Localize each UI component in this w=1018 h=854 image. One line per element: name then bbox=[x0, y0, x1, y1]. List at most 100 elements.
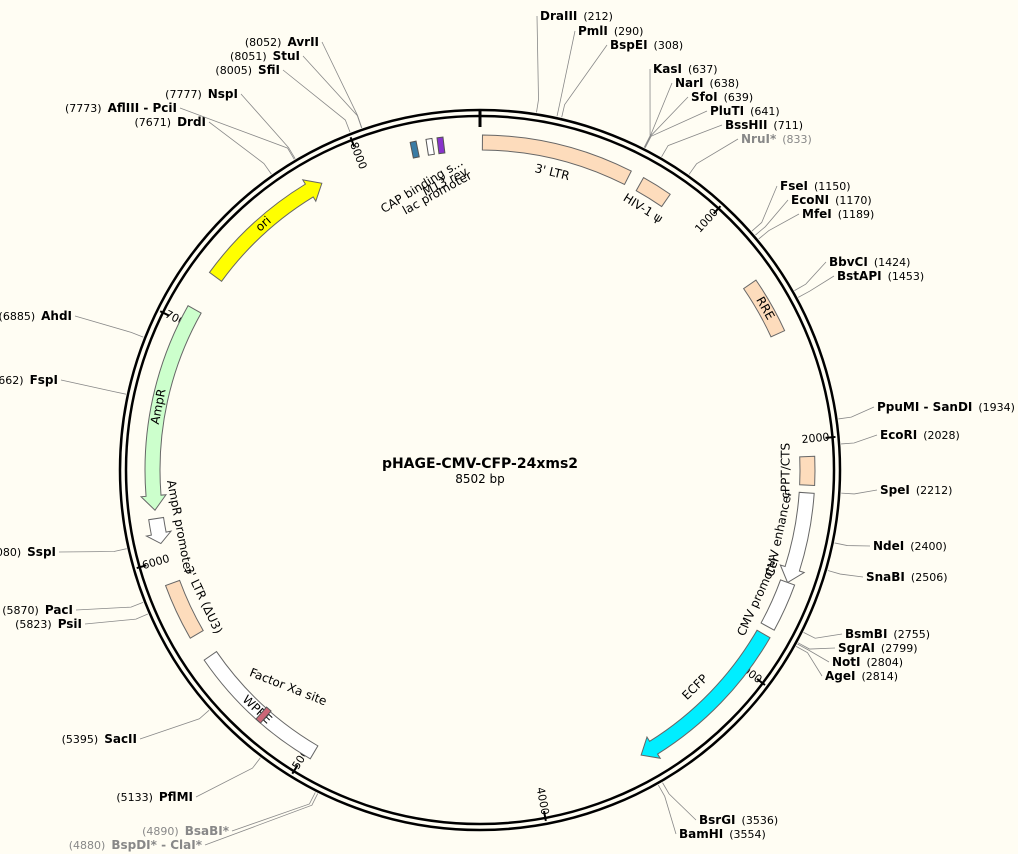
site-label: FseI (1150) bbox=[780, 179, 851, 193]
site-position: (1934) bbox=[978, 401, 1015, 414]
site-ndei: NdeI (2400) bbox=[834, 539, 947, 553]
site-name: NdeI bbox=[873, 539, 904, 553]
site-name: SnaBI bbox=[866, 570, 905, 584]
site-name: BspDI* - ClaI* bbox=[111, 838, 202, 852]
site-name: StuI bbox=[273, 49, 300, 63]
site-afliii-pcii: (7773) AflIII - PciI bbox=[65, 101, 295, 160]
site-leader bbox=[661, 124, 723, 158]
site-leader bbox=[643, 68, 651, 148]
feature-label: cPPT/CTS bbox=[778, 443, 792, 499]
site-position: (4880) bbox=[69, 839, 106, 852]
feature-arc bbox=[481, 134, 632, 186]
site-label: (5870) PacI bbox=[2, 603, 73, 617]
site-leader bbox=[75, 601, 144, 611]
site-leader bbox=[834, 542, 871, 547]
site-name: SfoI bbox=[691, 90, 718, 104]
site-label: BsrGI (3536) bbox=[699, 813, 778, 827]
site-label: BstAPI (1453) bbox=[837, 269, 924, 283]
feature-3-ltr-u3-: 3' LTR (ΔU3) bbox=[164, 564, 225, 639]
site-paci: (5870) PacI bbox=[2, 601, 144, 617]
site-label: (8005) SfiI bbox=[215, 63, 280, 77]
site-ecori: EcoRI (2028) bbox=[841, 428, 960, 445]
site-name: DrdI bbox=[177, 115, 206, 129]
site-leader bbox=[794, 261, 827, 291]
site-position: (8051) bbox=[230, 50, 267, 63]
site-sgrai: SgrAI (2799) bbox=[797, 641, 917, 655]
site-bsabi-: (4890) BsaBI* bbox=[142, 792, 316, 838]
site-position: (5395) bbox=[62, 733, 99, 746]
site-position: (2814) bbox=[861, 670, 898, 683]
site-name: NarI bbox=[675, 76, 704, 90]
site-leader bbox=[321, 41, 363, 128]
site-label: (6662) FspI bbox=[0, 373, 58, 387]
site-bsrgi: BsrGI (3536) bbox=[662, 782, 778, 827]
site-leader bbox=[282, 69, 351, 133]
site-leader bbox=[657, 784, 677, 835]
site-position: (7777) bbox=[165, 88, 202, 101]
site-label: EcoNI (1170) bbox=[791, 193, 872, 207]
site-leader bbox=[841, 434, 878, 445]
site-label: (6885) AhdI bbox=[0, 309, 72, 323]
site-stui: (8051) StuI bbox=[230, 49, 362, 129]
site-leader bbox=[803, 632, 843, 639]
site-leader bbox=[795, 645, 823, 677]
site-name: BsrGI bbox=[699, 813, 736, 827]
site-label: EcoRI (2028) bbox=[880, 428, 960, 442]
tick-mark bbox=[136, 564, 147, 570]
site-position: (2755) bbox=[893, 628, 930, 641]
feature-arc bbox=[742, 279, 786, 338]
site-position: (1453) bbox=[888, 270, 925, 283]
site-position: (4890) bbox=[142, 825, 179, 838]
site-label: AgeI (2814) bbox=[825, 669, 898, 683]
site-label: (8052) AvrII bbox=[245, 35, 319, 49]
site-label: PpuMI - SanDI (1934) bbox=[877, 400, 1015, 414]
site-position: (290) bbox=[614, 25, 644, 38]
tick-mark bbox=[349, 136, 356, 147]
feature-arc bbox=[144, 516, 173, 545]
site-leader bbox=[58, 548, 127, 553]
site-leader bbox=[536, 15, 539, 113]
site-label: PmlI (290) bbox=[578, 24, 643, 38]
site-name: KasI bbox=[653, 62, 682, 76]
feature-cppt-cts: cPPT/CTS bbox=[778, 443, 816, 499]
site-agei: AgeI (2814) bbox=[795, 645, 898, 683]
site-name: SacII bbox=[104, 732, 137, 746]
site-position: (1150) bbox=[814, 180, 851, 193]
site-name: BssHII bbox=[725, 118, 767, 132]
site-leader bbox=[827, 570, 864, 578]
site-label: BsmBI (2755) bbox=[845, 627, 930, 641]
site-name: PacI bbox=[45, 603, 73, 617]
feature-hiv-1-: HIV-1 ψ bbox=[621, 176, 671, 226]
site-position: (1424) bbox=[874, 256, 911, 269]
site-name: NspI bbox=[208, 87, 238, 101]
site-label: BbvCI (1424) bbox=[829, 255, 910, 269]
site-label: NarI (638) bbox=[675, 76, 739, 90]
mini-feature-box bbox=[436, 136, 446, 155]
site-fspi: (6662) FspI bbox=[0, 373, 127, 395]
site-nrui-: NruI* (833) bbox=[688, 132, 812, 175]
site-ppumi-sandi: PpuMI - SanDI (1934) bbox=[838, 400, 1015, 420]
feature-label: AmpR bbox=[148, 388, 169, 426]
tick-mark bbox=[756, 678, 766, 686]
site-name: AgeI bbox=[825, 669, 855, 683]
site-fsei: FseI (1150) bbox=[751, 179, 851, 232]
site-leader bbox=[751, 185, 778, 232]
site-position: (308) bbox=[654, 39, 684, 52]
site-sacii: (5395) SacII bbox=[62, 709, 210, 746]
site-name: EcoNI bbox=[791, 193, 829, 207]
site-label: SgrAI (2799) bbox=[838, 641, 917, 655]
site-econi: EcoNI (1170) bbox=[755, 193, 872, 236]
site-position: (6885) bbox=[0, 310, 35, 323]
site-leader bbox=[755, 199, 789, 236]
site-name: MfeI bbox=[802, 207, 832, 221]
feature-arc bbox=[760, 579, 796, 631]
site-leader bbox=[644, 96, 689, 148]
site-ahdi: (6885) AhdI bbox=[0, 309, 144, 338]
site-position: (833) bbox=[782, 133, 812, 146]
site-position: (3536) bbox=[742, 814, 779, 827]
site-bspei: BspEI (308) bbox=[561, 38, 684, 118]
site-position: (6080) bbox=[0, 546, 21, 559]
site-position: (638) bbox=[710, 77, 740, 90]
site-name: SfiI bbox=[258, 63, 280, 77]
